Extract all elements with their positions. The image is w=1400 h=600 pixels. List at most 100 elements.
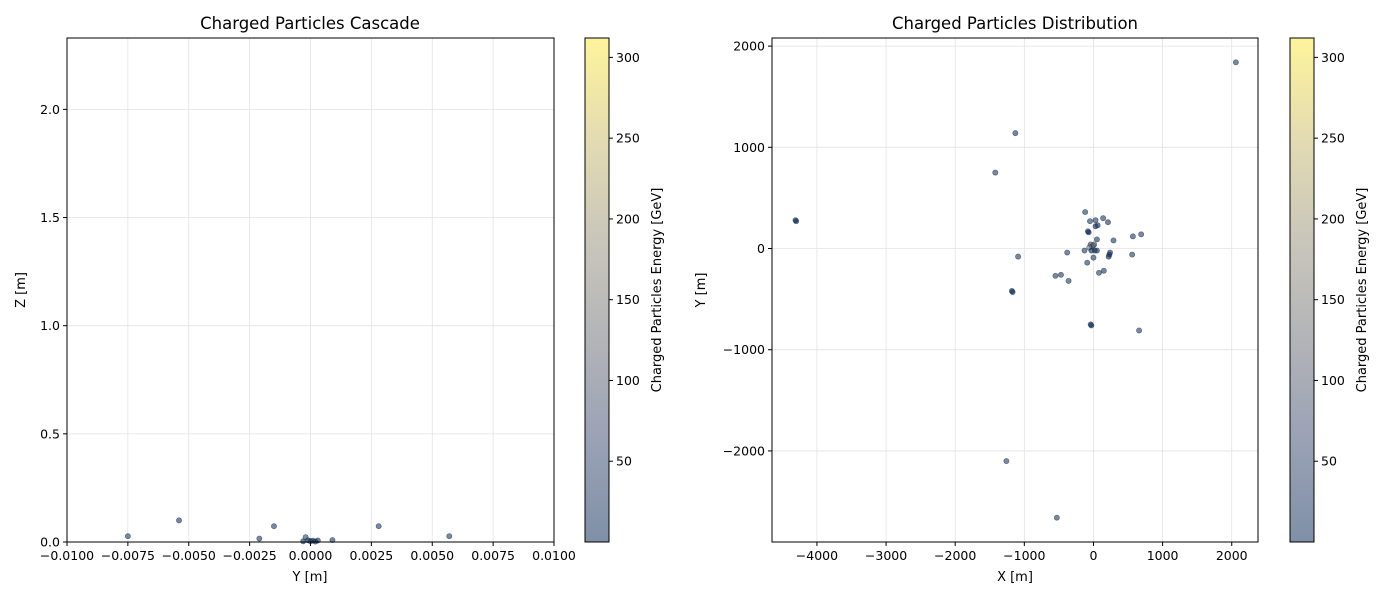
x-tick-label: −0.0100 [40, 548, 94, 563]
particle-point [375, 523, 382, 530]
particle-point [1129, 233, 1136, 240]
particle-point [1090, 254, 1097, 261]
x-tick-label: −4000 [796, 548, 838, 563]
cascade-plot-y-ticks: 0.0 0.5 1.0 1.5 2.0 [40, 102, 67, 550]
x-tick-label: 0.0100 [532, 548, 576, 563]
colorbar-tick-label: 100 [1321, 373, 1345, 388]
particle-point [256, 535, 263, 542]
y-tick-label: −1000 [723, 342, 765, 357]
y-tick-label: 0.0 [40, 535, 60, 550]
distribution-colorbar-frame [1289, 37, 1315, 543]
distribution-plot-points [792, 59, 1239, 521]
cascade-colorbar-label: Charged Particles Energy [GeV] [650, 188, 665, 393]
particle-point [1058, 271, 1064, 278]
distribution-colorbar: 50 100 150 200 250 300 Charged Particles Ener… [1289, 37, 1370, 543]
cascade-colorbar-gradient [585, 38, 609, 542]
particle-point [176, 517, 182, 524]
y-tick-label: 1.0 [40, 318, 60, 333]
particle-point [1012, 130, 1019, 137]
particle-point [1110, 237, 1117, 244]
distribution-plot: Charged Particles Distribution −4000 −300… [694, 14, 1259, 585]
particle-point [992, 169, 999, 176]
colorbar-tick-label: 300 [616, 50, 640, 65]
particle-point [124, 533, 131, 540]
y-tick-label: 2.0 [40, 102, 60, 117]
colorbar-tick-label: 200 [1321, 211, 1345, 226]
colorbar-tick-label: 200 [616, 211, 640, 226]
particle-point [1015, 253, 1022, 260]
y-tick-label: 1000 [733, 140, 765, 155]
cascade-plot-x-ticks: −0.0100 −0.0075 −0.0050 −0.0025 0.0000 0.0025… [40, 542, 576, 563]
particle-point [1084, 259, 1091, 266]
particle-point [1096, 269, 1102, 276]
particle-point [1138, 231, 1145, 238]
distribution-colorbar-label: Charged Particles Energy [GeV] [1355, 188, 1370, 393]
cascade-plot-y-label: Z [m] [14, 272, 29, 308]
particle-point [1064, 249, 1071, 256]
particle-point [1090, 242, 1097, 249]
colorbar-tick-label: 150 [1321, 292, 1345, 307]
particle-point [300, 538, 307, 545]
cascade-plot-grid [66, 38, 555, 543]
x-tick-label: 0.0050 [410, 548, 454, 563]
colorbar-tick-label: 250 [616, 131, 640, 146]
colorbar-tick-label: 300 [1321, 50, 1345, 65]
particle-point [1082, 209, 1089, 216]
x-tick-label: 0.0025 [350, 548, 394, 563]
distribution-plot-x-ticks: −4000 −3000 −2000 −1000 0 1000 2000 [796, 542, 1248, 563]
x-tick-label: −3000 [865, 548, 907, 563]
cascade-colorbar-ticks: 50 100 150 200 250 300 [609, 50, 640, 469]
cascade-colorbar-frame [584, 37, 610, 543]
particle-point [446, 533, 453, 540]
distribution-colorbar-gradient [1290, 38, 1314, 542]
distribution-plot-x-label: X [m] [997, 570, 1033, 585]
particle-point [1053, 514, 1060, 521]
y-tick-label: 1.5 [40, 210, 60, 225]
particle-point [1081, 247, 1088, 254]
distribution-plot-y-ticks: −2000 −1000 0 1000 2000 [723, 39, 772, 458]
particle-point [1105, 219, 1111, 226]
particle-point [329, 537, 336, 544]
particle-point [1100, 215, 1107, 222]
colorbar-tick-label: 150 [616, 292, 640, 307]
x-tick-label: −2000 [934, 548, 976, 563]
x-tick-label: 0.0075 [471, 548, 515, 563]
particle-point [1093, 247, 1100, 254]
y-tick-label: 0 [757, 241, 765, 256]
x-tick-label: 0 [1089, 548, 1097, 563]
x-tick-label: −0.0025 [223, 548, 277, 563]
particle-point [1105, 253, 1112, 260]
particle-point [1094, 222, 1101, 229]
particle-point [793, 218, 800, 225]
distribution-plot-title: Charged Particles Distribution [892, 14, 1138, 33]
distribution-plot-y-label: Y [m] [694, 273, 709, 309]
distribution-plot-frame [771, 37, 1259, 543]
particle-point [1232, 59, 1239, 66]
particle-point [1003, 458, 1010, 464]
x-tick-label: −0.0075 [101, 548, 155, 563]
y-tick-label: −2000 [723, 443, 765, 458]
cascade-plot-title: Charged Particles Cascade [200, 14, 420, 33]
cascade-plot: Charged Particles Cascade −0.0100 −0.0075… [14, 14, 576, 585]
particle-point [1100, 267, 1107, 274]
particle-point [1129, 251, 1136, 258]
colorbar-tick-label: 250 [1321, 131, 1345, 146]
particle-point [1009, 289, 1016, 295]
colorbar-tick-label: 100 [616, 373, 640, 388]
particle-point [271, 523, 277, 530]
particle-point [1052, 272, 1059, 279]
cascade-colorbar: 50 100 150 200 250 300 Charged Particles Ener… [584, 37, 665, 543]
y-tick-label: 2000 [733, 39, 765, 54]
particle-point [1088, 322, 1095, 329]
x-tick-label: 1000 [1147, 548, 1179, 563]
particle-point [1093, 236, 1100, 243]
cascade-plot-points [124, 517, 453, 545]
colorbar-tick-label: 50 [616, 454, 632, 469]
y-tick-label: 0.5 [40, 426, 60, 441]
particle-point [1085, 229, 1092, 236]
cascade-plot-x-label: Y [m] [292, 570, 328, 585]
x-tick-label: 0.0000 [289, 548, 333, 563]
particle-point [1092, 217, 1099, 224]
distribution-colorbar-ticks: 50 100 150 200 250 300 [1314, 50, 1345, 469]
x-tick-label: −0.0050 [162, 548, 216, 563]
